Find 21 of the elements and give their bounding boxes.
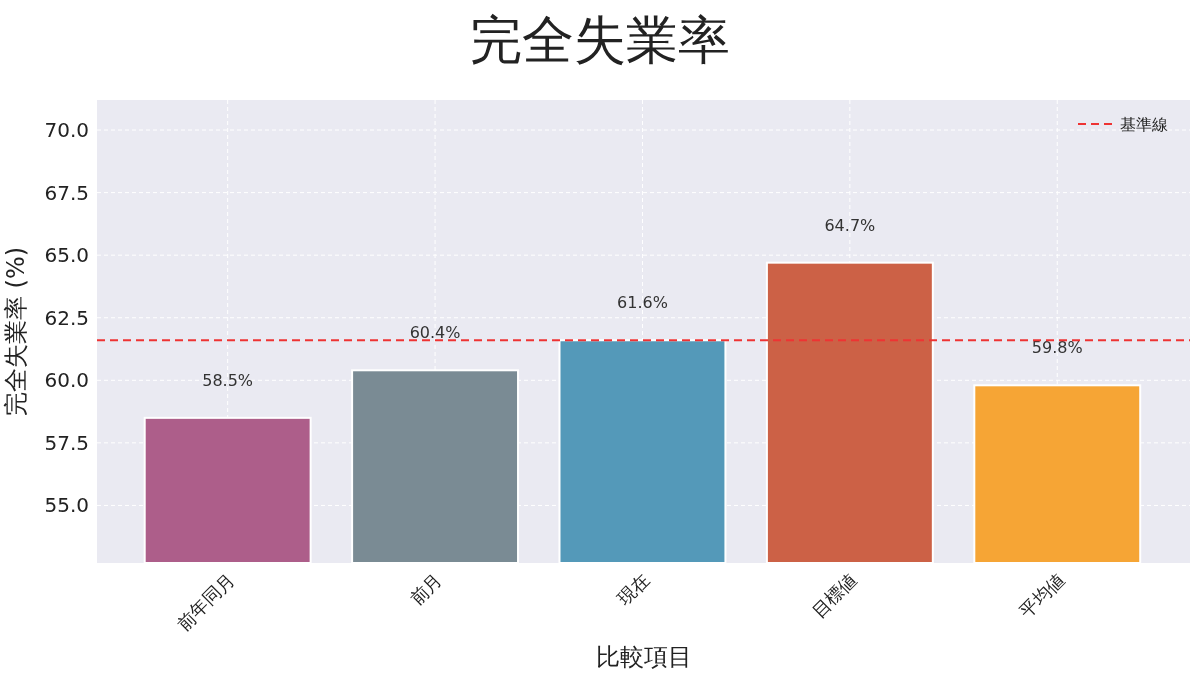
y-tick-label: 57.5 <box>44 430 89 455</box>
data-label: 59.8% <box>1031 338 1083 358</box>
x-tick-label: 前月 <box>405 568 446 610</box>
x-tick-label: 目標値 <box>807 568 861 623</box>
chart-title: 完全失業率 <box>470 10 730 70</box>
data-label: 60.4% <box>409 323 461 343</box>
y-tick-label: 70.0 <box>44 118 89 143</box>
data-label: 58.5% <box>202 370 254 390</box>
x-tick-label: 平均値 <box>1015 568 1069 623</box>
data-label: 64.7% <box>824 215 876 235</box>
data-label: 61.6% <box>617 293 668 313</box>
y-tick-label: 55.0 <box>44 493 89 518</box>
x-axis-title: 比較項目 <box>595 643 692 671</box>
y-tick-label: 67.5 <box>44 180 89 205</box>
y-tick-label: 62.5 <box>44 305 89 330</box>
y-tick-label: 65.0 <box>44 243 89 268</box>
x-tick-label: 前年同月 <box>172 568 239 635</box>
x-tick-label: 現在 <box>612 568 654 610</box>
y-axis-title: 完全失業率 (%) <box>2 246 30 417</box>
y-tick-label: 60.0 <box>44 368 89 393</box>
legend-label: 基準線 <box>1120 115 1168 134</box>
